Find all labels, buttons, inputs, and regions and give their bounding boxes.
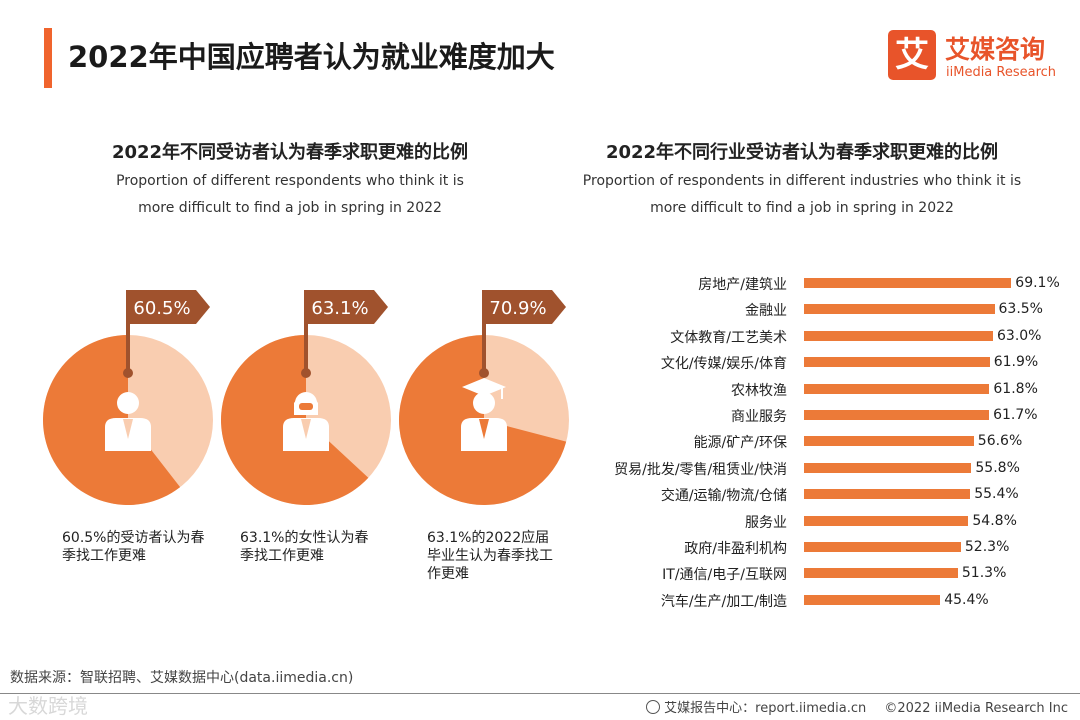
left-chart-title-cn: 2022年不同受访者认为春季求职更难的比例	[111, 142, 469, 163]
pie-caption-respondents: 60.5%的受访者认为春季找工作更难	[62, 530, 205, 564]
industry-bar-value: 54.8%	[972, 512, 1017, 529]
industry-label: 能源/矿产/环保	[693, 435, 787, 452]
industry-label: 文体教育/工艺美术	[670, 329, 787, 346]
footer-copyright: ©2022 iiMedia Research Inc	[884, 701, 1068, 716]
graduate-icon	[461, 378, 507, 451]
industry-bar-value: 63.5%	[998, 301, 1043, 318]
page-title: 2022年中国应聘者认为就业难度加大	[68, 40, 555, 74]
industry-bar	[804, 568, 958, 579]
industry-bar-value: 61.7%	[993, 407, 1038, 423]
industry-label: 汽车/生产/加工/制造	[660, 593, 787, 610]
industry-bar-value: 69.1%	[1015, 275, 1060, 291]
industry-bar-value: 61.8%	[993, 380, 1038, 397]
left-chart-title-en: Proportion of different respondents who …	[116, 173, 464, 216]
data-source: 数据来源：智联招聘、艾媒数据中心(data.iimedia.cn)	[10, 670, 354, 686]
industry-label: 文化/传媒/娱乐/体育	[660, 356, 787, 373]
industry-bar-value: 51.3%	[961, 565, 1007, 582]
flag-label: 63.1%	[311, 298, 368, 319]
industry-bar-value: 63.0%	[997, 327, 1042, 344]
industry-bar	[804, 542, 961, 552]
flag-pole-knob	[301, 368, 311, 378]
industry-bar	[804, 357, 990, 368]
right-chart-title-en: Proportion of respondents in different i…	[582, 173, 1022, 216]
industry-bar	[804, 383, 990, 394]
flag-pole-knob	[479, 368, 489, 378]
flag-pole-knob	[123, 368, 133, 378]
logo-name-en: iiMedia Research	[946, 65, 1057, 80]
industry-bar-value: 52.3%	[964, 539, 1010, 555]
logo-name-cn: 艾媒咨询	[945, 35, 1046, 64]
flag-banner	[304, 290, 388, 324]
pie-caption-graduates: 63.1%的2022应届毕业生认为春季找工作更难	[427, 530, 553, 582]
industry-bar	[804, 410, 990, 420]
industry-bar-value: 55.8%	[975, 459, 1020, 476]
pie-caption-female: 63.1%的女性认为春季找工作更难	[240, 530, 369, 564]
industry-label: 金融业	[745, 303, 787, 320]
industry-label: 商业服务	[731, 409, 787, 425]
footer-site: 艾媒报告中心：report.iimedia.cn	[664, 701, 867, 716]
industry-bar	[804, 462, 972, 473]
industry-bar-value: 45.4%	[944, 591, 989, 608]
industry-label: IT/通信/电子/互联网	[662, 567, 787, 584]
industry-label: 交通/运输/物流/仓储	[660, 488, 787, 505]
industry-bar-value: 56.6%	[977, 433, 1023, 450]
title-accent-bar	[44, 28, 52, 88]
industry-bar-value: 61.9%	[993, 354, 1039, 371]
female-user-icon	[283, 392, 329, 451]
industry-bar	[804, 515, 969, 526]
industry-bar	[804, 278, 1012, 288]
flag-label: 60.5%	[133, 298, 190, 319]
male-user-icon	[105, 392, 151, 451]
flag-label: 70.9%	[489, 298, 546, 319]
pie-charts: 60.5% 63.1% 70.9%	[43, 290, 569, 505]
industry-label: 贸易/批发/零售/租赁业/快消	[614, 461, 787, 478]
industry-label: 房地产/建筑业	[698, 277, 787, 293]
iimedia-logo: 艾 艾媒咨询 iiMedia Research	[888, 30, 1068, 84]
logo-mark: 艾	[888, 30, 936, 80]
industry-bar	[804, 436, 974, 447]
industry-bar	[804, 594, 941, 605]
right-chart-title-cn: 2022年不同行业受访者认为春季求职更难的比例	[605, 142, 999, 163]
flag-banner	[126, 290, 210, 324]
industry-bar	[804, 489, 971, 500]
industry-bar	[804, 330, 993, 341]
pie-3: 70.9%	[399, 290, 569, 505]
industry-bar-value: 55.4%	[974, 486, 1019, 503]
industry-label: 服务业	[745, 514, 787, 531]
watermark: 大数跨境	[8, 694, 88, 718]
industry-bar	[804, 304, 995, 315]
pie-2: 63.1%	[220, 290, 391, 505]
globe-icon	[646, 700, 661, 714]
industry-label: 农林牧渔	[731, 382, 787, 399]
pie-1: 60.5%	[43, 290, 213, 505]
footer: 艾媒报告中心：report.iimedia.cn ©2022 iiMedia R…	[646, 697, 1068, 716]
industry-label: 政府/非盈利机构	[684, 541, 787, 557]
flag-banner	[482, 290, 566, 324]
footer-divider	[0, 693, 1080, 694]
